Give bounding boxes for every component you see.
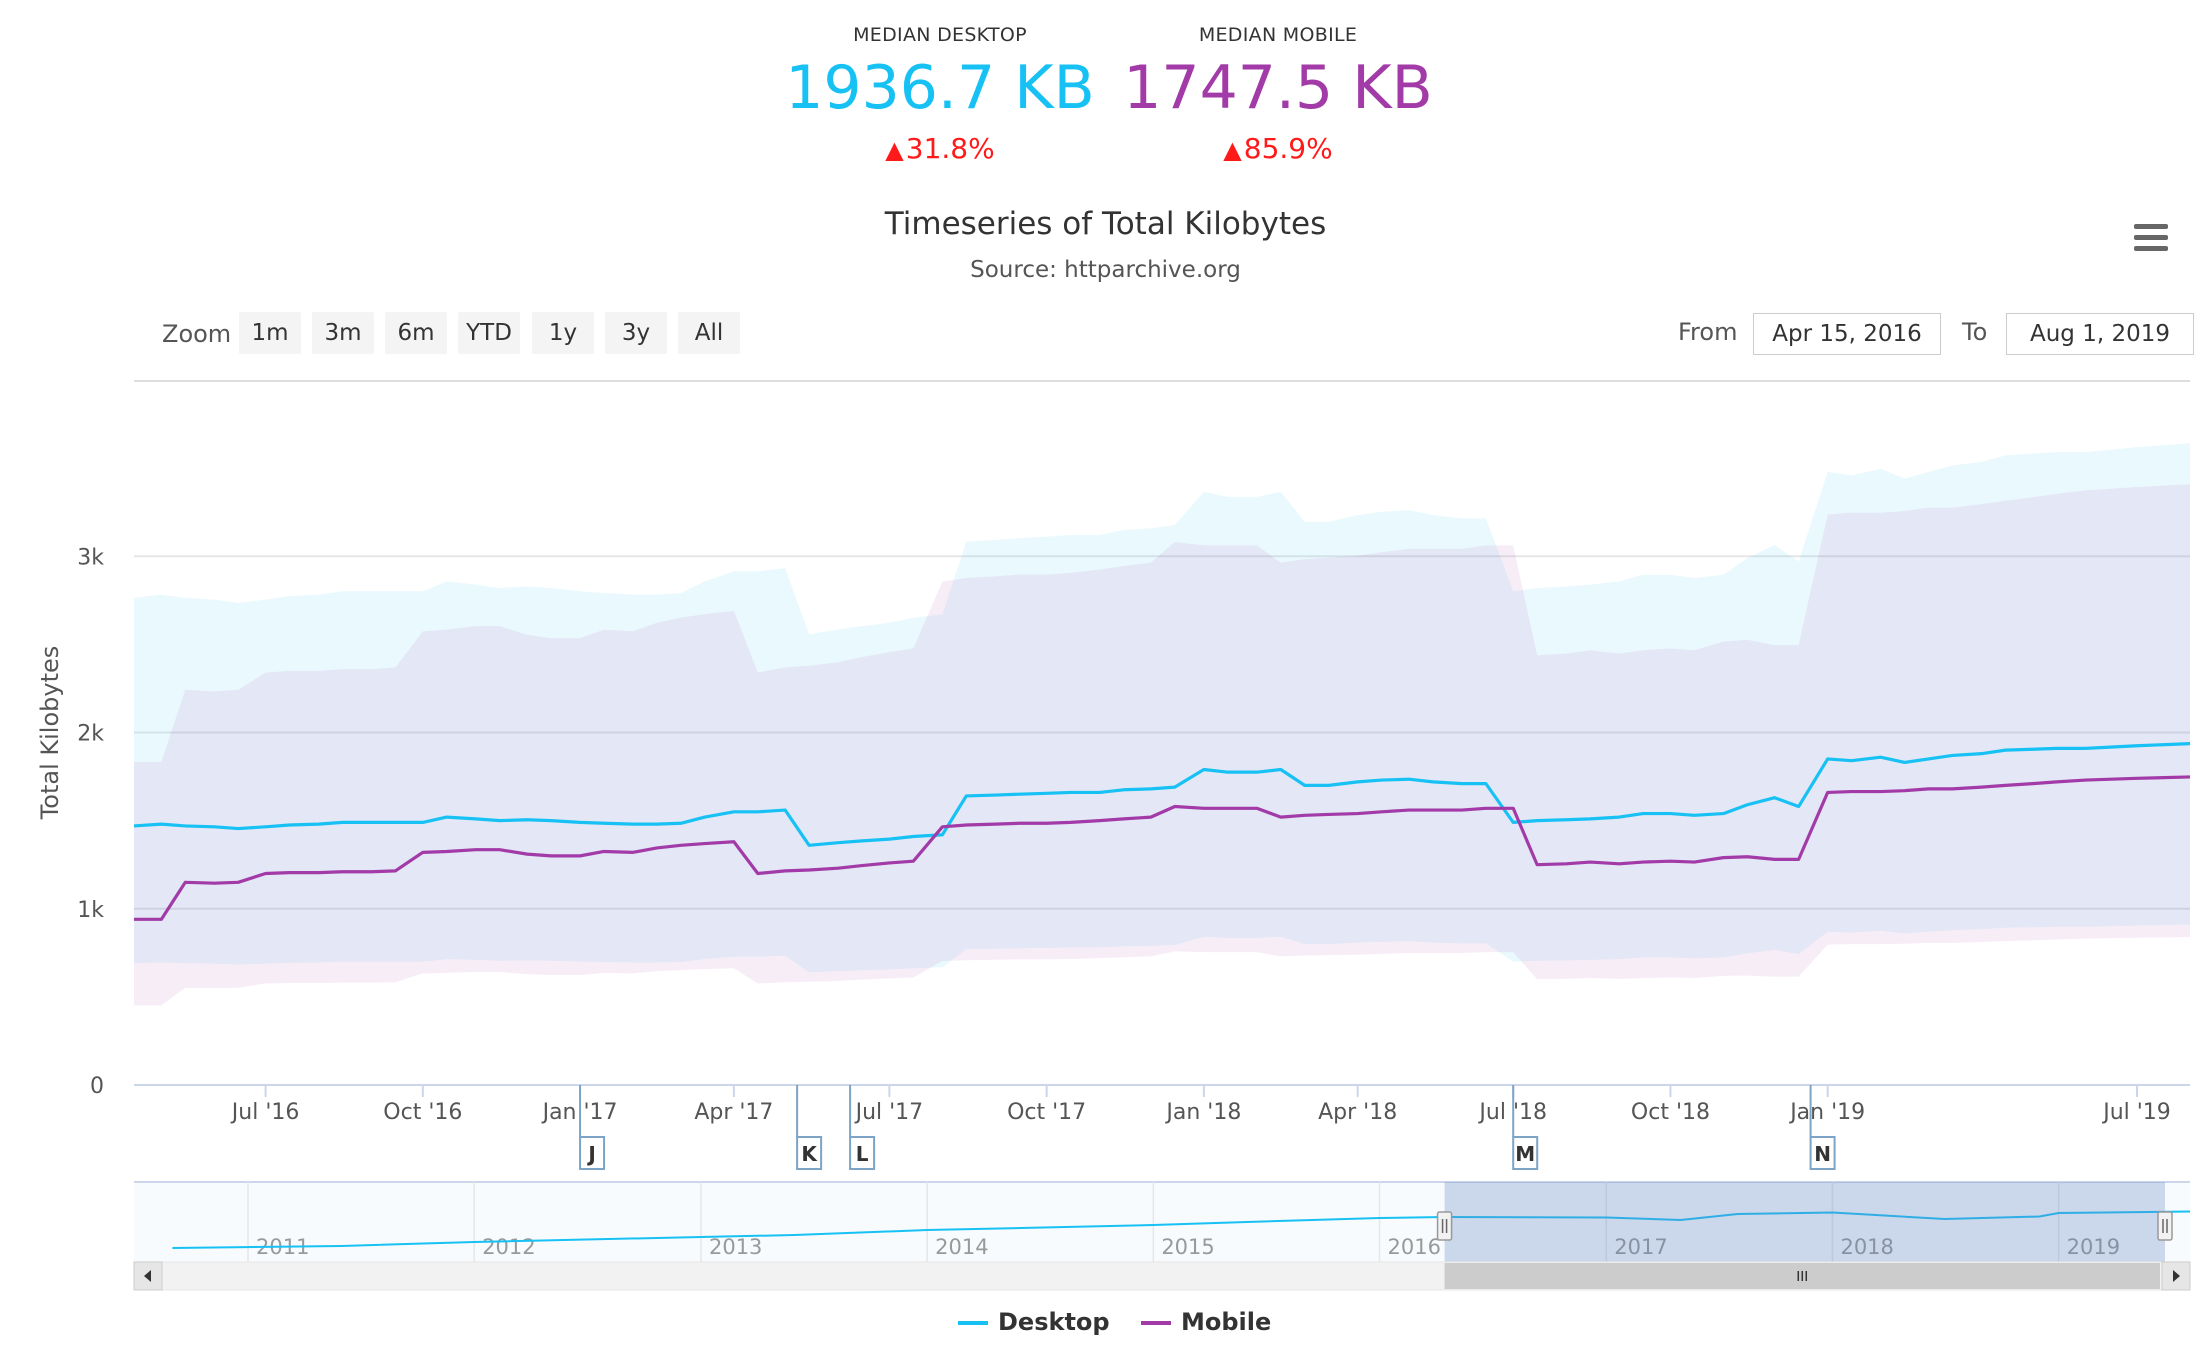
legend-desktop[interactable]: Desktop [958,1308,1110,1336]
from-date-input[interactable]: Apr 15, 2016 [1753,313,1941,355]
flag-label: L [856,1142,869,1166]
hamburger-menu-icon[interactable] [2134,224,2168,257]
y-tick-label: 3k [77,545,104,570]
median-desktop-change-value: 31.8% [905,132,995,165]
x-tick-label: Apr '18 [1318,1100,1397,1125]
arrow-right-icon [2173,1270,2180,1282]
flag-label: J [586,1142,595,1166]
flag-label: M [1515,1142,1535,1166]
from-label: From [1678,318,1738,346]
zoom-button-1y[interactable]: 1y [532,312,594,354]
navigator-year-label: 2012 [482,1235,535,1259]
zoom-button-ytd[interactable]: YTD [458,312,520,354]
legend-mobile[interactable]: Mobile [1141,1308,1271,1336]
navigator-year-label: 2014 [935,1235,988,1259]
flag-label: K [801,1142,818,1166]
median-mobile-value: 1747.5 KB [1123,53,1433,123]
y-tick-label: 0 [90,1074,104,1099]
to-date-input[interactable]: Aug 1, 2019 [2006,313,2194,355]
flag-label: N [1814,1142,1831,1166]
navigator-year-label: 2018 [1840,1235,1893,1259]
median-desktop-value: 1936.7 KB [785,53,1095,123]
navigator-background [134,1182,2190,1262]
legend-desktop-swatch [958,1321,988,1325]
x-tick-label: Jul '17 [854,1100,924,1125]
navigator-handle[interactable] [2157,1211,2173,1241]
increase-triangle-icon: ▲ [885,136,904,164]
navigator-year-label: 2017 [1614,1235,1667,1259]
zoom-button-all[interactable]: All [678,312,740,354]
median-mobile-change: ▲85.9% [1118,132,1438,165]
navigator-handle[interactable] [1436,1211,1453,1241]
to-label: To [1962,318,1988,346]
median-mobile-label: MEDIAN MOBILE [1198,24,1358,46]
median-desktop-change: ▲31.8% [780,132,1100,165]
x-tick-label: Oct '16 [383,1100,462,1125]
median-mobile-stat: MEDIAN MOBILE 1747.5 KB ▲85.9% [1118,24,1438,165]
x-tick-label: Jan '19 [1788,1100,1865,1125]
x-tick-label: Oct '17 [1007,1100,1086,1125]
x-tick-label: Jul '19 [2101,1100,2171,1125]
x-tick-label: Jul '16 [230,1100,300,1125]
mobile-percentile-band [134,484,2190,1006]
x-tick-label: Apr '17 [694,1100,773,1125]
arrow-left-icon [144,1270,151,1282]
legend-mobile-label: Mobile [1181,1308,1272,1336]
flag-box [1512,1136,1539,1170]
zoom-button-3y[interactable]: 3y [605,312,667,354]
x-tick-label: Jan '18 [1164,1100,1241,1125]
navigator-year-label: 2019 [2067,1235,2120,1259]
median-desktop-label: MEDIAN DESKTOP [853,24,1027,46]
zoom-button-1m[interactable]: 1m [239,312,301,354]
y-tick-label: 1k [77,898,104,923]
navigator-selected-range [1444,1182,2165,1262]
navigator-series-line [172,1210,2191,1249]
zoom-button-3m[interactable]: 3m [312,312,374,354]
median-mobile-change-value: 85.9% [1243,132,1333,165]
y-tick-label: 2k [77,722,104,747]
legend-desktop-label: Desktop [998,1308,1110,1336]
flag-box [849,1136,876,1170]
increase-triangle-icon: ▲ [1223,136,1242,164]
navigator-year-label: 2016 [1387,1235,1440,1259]
chart-subtitle: Source: httparchive.org [970,257,1241,283]
x-tick-label: Oct '18 [1631,1100,1710,1125]
desktop-series-line [133,742,2191,847]
zoom-button-6m[interactable]: 6m [385,312,447,354]
median-desktop-stat: MEDIAN DESKTOP 1936.7 KB ▲31.8% [780,24,1100,165]
flag-box [796,1136,823,1170]
navigator-year-label: 2013 [709,1235,762,1259]
chart-title: Timeseries of Total Kilobytes [884,206,1327,242]
navigator-year-label: 2015 [1161,1235,1214,1259]
flag-box [579,1136,606,1170]
mobile-series-line [134,775,2191,921]
flag-box [1809,1136,1836,1170]
desktop-percentile-band [134,443,2190,973]
legend-mobile-swatch [1141,1321,1171,1325]
y-axis-title: Total Kilobytes [36,646,64,821]
zoom-label: Zoom [162,320,232,348]
